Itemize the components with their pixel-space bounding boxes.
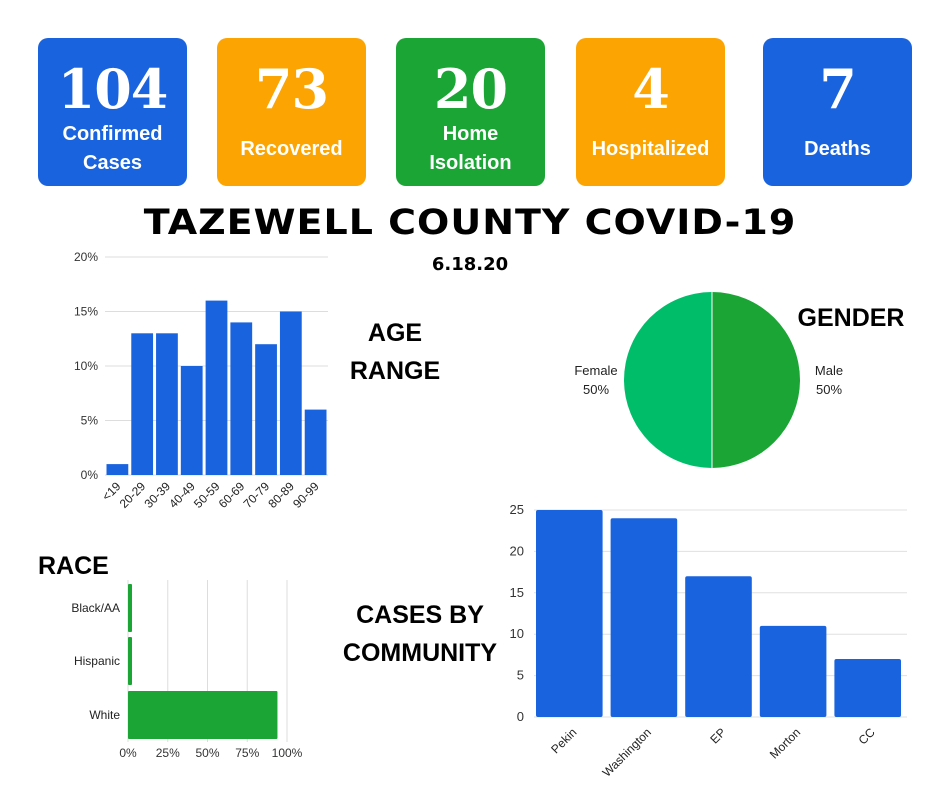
stat-value: 104: [57, 57, 169, 121]
x-tick-label: 90-99: [290, 479, 322, 511]
x-tick-label: 50-59: [191, 479, 223, 511]
x-tick-label: 75%: [235, 746, 259, 760]
age-bar: [279, 311, 302, 475]
stat-label-line: Confirmed: [62, 123, 163, 145]
community-bar: [610, 518, 678, 717]
heading-line: AGE: [367, 319, 423, 347]
x-tick-label: 25%: [156, 746, 180, 760]
y-tick-label: 15: [510, 585, 524, 600]
stat-label-line: Home: [442, 123, 499, 145]
stat-value: 73: [254, 57, 329, 121]
y-tick-label: 0%: [81, 468, 99, 482]
x-tick-label: Morton: [767, 725, 803, 761]
stat-card-recovered: 73 Recovered: [217, 38, 366, 186]
stat-card-deaths: 7 Deaths: [763, 38, 912, 186]
x-tick-label: Washington: [600, 725, 654, 779]
stat-label: Recovered: [217, 135, 366, 164]
y-tick-label: 20%: [74, 250, 98, 264]
community-heading: CASES BY COMMUNITY: [330, 596, 510, 672]
community-bar: [759, 625, 827, 717]
stat-label: Deaths: [763, 135, 912, 164]
y-tick-label: 5%: [81, 414, 99, 428]
age-bar: [304, 409, 327, 475]
race-bar: [128, 584, 132, 632]
stat-label: Home Isolation: [396, 120, 545, 178]
y-tick-label: 10: [510, 626, 524, 641]
stat-label-line: Hospitalized: [591, 138, 710, 160]
stat-label: Confirmed Cases: [38, 120, 187, 178]
age-bar: [230, 322, 253, 475]
x-tick-label: 20-29: [117, 479, 149, 511]
stat-value: 7: [819, 57, 857, 121]
heading-line: COMMUNITY: [342, 639, 498, 667]
stat-card-home-isolation: 20 Home Isolation: [396, 38, 545, 186]
age-bar: [255, 344, 277, 475]
x-tick-label: 80-89: [265, 479, 297, 511]
x-tick-label: EP: [707, 725, 728, 746]
y-tick-label: 15%: [74, 305, 98, 319]
y-tick-label: 0: [517, 709, 524, 724]
y-tick-label: 25: [510, 502, 524, 517]
x-tick-label: 40-49: [166, 479, 198, 511]
community-bar: [685, 576, 752, 717]
community-bar: [834, 659, 901, 717]
age-range-heading: AGE RANGE: [330, 314, 460, 390]
stat-label-line: Isolation: [429, 152, 512, 174]
page-title: TAZEWELL COUNTY COVID-19: [143, 201, 797, 243]
age-bar: [156, 333, 178, 475]
stat-card-hospitalized: 4 Hospitalized: [576, 38, 725, 186]
pie-label: Female: [574, 363, 617, 378]
x-tick-label: CC: [856, 725, 878, 747]
stat-label: Hospitalized: [576, 135, 725, 164]
pie-value-label: 50%: [583, 382, 609, 397]
y-tick-label: 20: [510, 543, 524, 558]
pie-slice-male: [712, 292, 800, 468]
age-bar: [205, 300, 228, 475]
age-bar: [106, 464, 129, 475]
pie-label: Male: [815, 363, 843, 378]
x-tick-label: 50%: [195, 746, 219, 760]
stat-value: 4: [632, 57, 670, 121]
race-heading: RACE: [38, 552, 109, 580]
y-tick-label: 10%: [74, 359, 98, 373]
y-category-label: White: [89, 708, 120, 722]
pie-slice-female: [624, 292, 712, 468]
stat-label-line: Cases: [83, 152, 142, 174]
age-bar: [180, 366, 203, 475]
x-tick-label: 30-39: [141, 479, 173, 511]
y-tick-label: 5: [517, 668, 524, 683]
stat-label-line: Recovered: [240, 138, 343, 160]
x-tick-label: 0%: [119, 746, 137, 760]
race-bar: [128, 637, 132, 685]
gender-heading: GENDER: [797, 304, 905, 332]
pie-value-label: 50%: [816, 382, 842, 397]
x-tick-label: 100%: [272, 746, 303, 760]
x-tick-label: Pekin: [548, 725, 579, 756]
heading-line: RANGE: [349, 357, 441, 385]
x-tick-label: 70-79: [241, 479, 273, 511]
age-bar: [131, 333, 154, 475]
stat-value: 20: [433, 57, 508, 121]
heading-line: CASES BY: [356, 601, 484, 629]
race-bar: [128, 691, 278, 739]
community-bar: [536, 510, 603, 717]
stat-card-confirmed: 104 Confirmed Cases: [38, 38, 187, 186]
x-tick-label: 60-69: [216, 479, 248, 511]
y-category-label: Hispanic: [74, 654, 120, 668]
report-date: 6.18.20: [431, 254, 509, 275]
y-category-label: Black/AA: [71, 601, 120, 615]
stat-label-line: Deaths: [804, 138, 871, 160]
